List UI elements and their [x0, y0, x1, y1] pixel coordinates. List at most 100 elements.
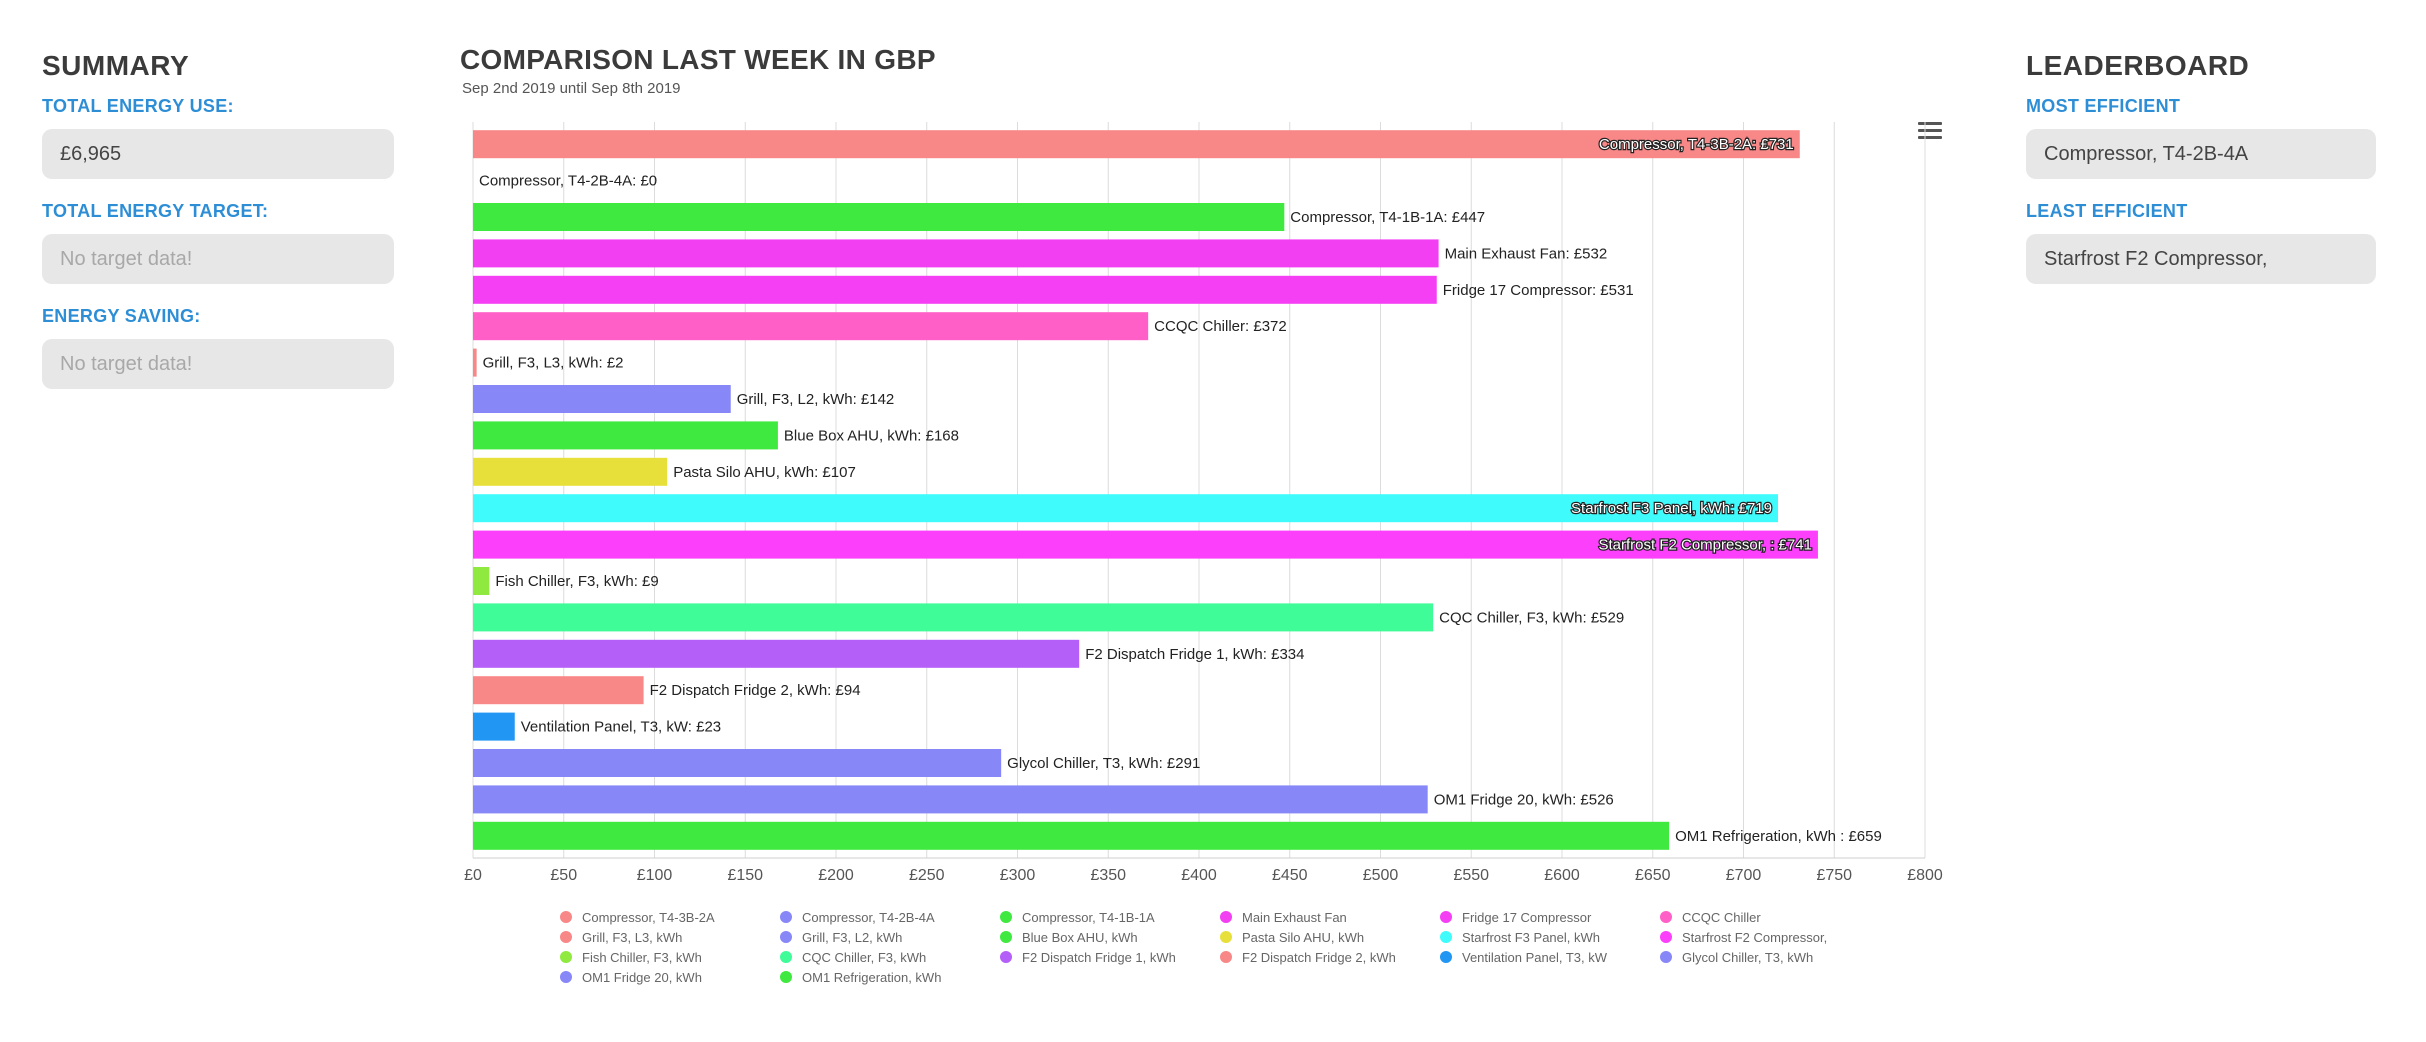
legend-item[interactable]: Glycol Chiller, T3, kWh [1660, 950, 1813, 965]
legend-item[interactable]: Starfrost F3 Panel, kWh [1440, 930, 1600, 945]
bar[interactable] [473, 821, 1670, 850]
legend-dot-icon [1440, 951, 1452, 963]
bar[interactable] [473, 785, 1428, 814]
legend-item[interactable]: Main Exhaust Fan [1220, 910, 1347, 925]
legend-item[interactable]: CQC Chiller, F3, kWh [780, 950, 926, 965]
bar[interactable] [473, 603, 1434, 632]
bar[interactable] [473, 567, 490, 595]
legend-label: OM1 Refrigeration, kWh [802, 970, 942, 985]
legend-item[interactable]: Ventilation Panel, T3, kW [1440, 950, 1607, 965]
x-tick-label: £750 [1816, 867, 1852, 884]
legend-dot-icon [780, 911, 792, 923]
bar[interactable] [473, 676, 644, 705]
bar-data-label: F2 Dispatch Fridge 1, kWh: £334 [1085, 646, 1304, 663]
legend-label: Starfrost F3 Panel, kWh [1462, 930, 1600, 945]
legend-dot-icon [1220, 931, 1232, 943]
legend-item[interactable]: Grill, F3, L3, kWh [560, 930, 682, 945]
legend-dot-icon [1000, 931, 1012, 943]
legend-item[interactable]: Starfrost F2 Compressor, [1660, 930, 1827, 945]
bar-data-label: CQC Chiller, F3, kWh: £529 [1439, 609, 1624, 626]
legend-label: Glycol Chiller, T3, kWh [1682, 950, 1814, 965]
leaderboard-title: LEADERBOARD [2026, 50, 2250, 81]
legend-item[interactable]: Compressor, T4-2B-4A [780, 910, 935, 925]
bar-data-label: Glycol Chiller, T3, kWh: £291 [1007, 755, 1200, 772]
bar[interactable] [473, 312, 1149, 341]
legend-label: Main Exhaust Fan [1242, 910, 1347, 925]
legend-dot-icon [560, 931, 572, 943]
legend-dot-icon [1000, 911, 1012, 923]
total-energy-use-value: £6,965 [42, 129, 394, 179]
bar-data-label: Compressor, T4-2B-4A: £0 [479, 173, 657, 190]
x-tick-label: £550 [1453, 867, 1489, 884]
x-tick-label: £700 [1726, 867, 1762, 884]
bar[interactable] [473, 239, 1439, 268]
legend-label: Ventilation Panel, T3, kW [1462, 950, 1608, 965]
legend-item[interactable]: OM1 Refrigeration, kWh [780, 970, 941, 985]
total-energy-target-label: TOTAL ENERGY TARGET: [42, 201, 269, 221]
bar-data-label: OM1 Fridge 20, kWh: £526 [1434, 791, 1614, 808]
bar-data-label: Starfrost F3 Panel, kWh: £719 [1571, 500, 1772, 517]
legend-item[interactable]: Fish Chiller, F3, kWh [560, 950, 702, 965]
x-tick-label: £50 [550, 867, 577, 884]
bar[interactable] [473, 130, 1800, 159]
bar[interactable] [473, 348, 477, 377]
least-efficient-value: Starfrost F2 Compressor, [2026, 234, 2376, 284]
legend-label: CCQC Chiller [1682, 910, 1761, 925]
bar-data-label: Fridge 17 Compressor: £531 [1443, 282, 1634, 299]
hamburger-menu-icon[interactable] [1918, 122, 1942, 142]
bar-data-label: Main Exhaust Fan: £532 [1445, 245, 1608, 262]
x-tick-label: £350 [1090, 867, 1126, 884]
bar-data-label: Grill, F3, L3, kWh: £2 [483, 355, 624, 372]
x-tick-label: £600 [1544, 867, 1580, 884]
legend-item[interactable]: OM1 Fridge 20, kWh [560, 970, 702, 985]
legend-item[interactable]: CCQC Chiller [1660, 910, 1761, 925]
legend-dot-icon [780, 951, 792, 963]
legend-item[interactable]: F2 Dispatch Fridge 2, kWh [1220, 950, 1396, 965]
bar[interactable] [473, 275, 1437, 304]
legend-item[interactable]: Grill, F3, L2, kWh [780, 930, 902, 945]
legend-label: Grill, F3, L3, kWh [582, 930, 683, 945]
legend-dot-icon [1660, 931, 1672, 943]
legend-dot-icon [780, 971, 792, 983]
bar[interactable] [473, 203, 1285, 231]
legend-label: OM1 Fridge 20, kWh [582, 970, 702, 985]
bar-data-label: Compressor, T4-3B-2A: £731 [1599, 136, 1794, 153]
legend-item[interactable]: Compressor, T4-3B-2A [560, 910, 715, 925]
legend-label: Fish Chiller, F3, kWh [582, 950, 702, 965]
x-tick-label: £300 [1000, 867, 1036, 884]
x-tick-label: £200 [818, 867, 854, 884]
legend-item[interactable]: Compressor, T4-1B-1A [1000, 910, 1155, 925]
legend-dot-icon [780, 931, 792, 943]
legend-item[interactable]: Blue Box AHU, kWh [1000, 930, 1138, 945]
x-tick-label: £100 [637, 867, 673, 884]
legend-label: Blue Box AHU, kWh [1022, 930, 1138, 945]
total-energy-use-label: TOTAL ENERGY USE: [42, 96, 234, 116]
chart-subtitle: Sep 2nd 2019 until Sep 8th 2019 [462, 80, 681, 97]
x-tick-label: £450 [1272, 867, 1308, 884]
bar[interactable] [473, 494, 1778, 523]
bar[interactable] [473, 530, 1818, 559]
legend-item[interactable]: Fridge 17 Compressor [1440, 910, 1591, 925]
bar-data-label: Pasta Silo AHU, kWh: £107 [673, 464, 856, 481]
bar-data-label: OM1 Refrigeration, kWh : £659 [1675, 828, 1882, 845]
bar-data-label: Ventilation Panel, T3, kW: £23 [521, 719, 721, 736]
leaderboard-panel: LEADERBOARD MOST EFFICIENT Compressor, T… [2026, 50, 2376, 306]
bar[interactable] [473, 421, 778, 450]
x-tick-label: £500 [1363, 867, 1399, 884]
most-efficient-label: MOST EFFICIENT [2026, 96, 2181, 116]
bar[interactable] [473, 749, 1002, 777]
legend-item[interactable]: Pasta Silo AHU, kWh [1220, 930, 1364, 945]
bar[interactable] [473, 639, 1080, 668]
legend-dot-icon [1440, 911, 1452, 923]
legend-label: F2 Dispatch Fridge 1, kWh [1022, 950, 1176, 965]
legend-item[interactable]: F2 Dispatch Fridge 1, kWh [1000, 950, 1176, 965]
bar[interactable] [473, 457, 668, 486]
legend-label: Starfrost F2 Compressor, [1682, 930, 1828, 945]
bar[interactable] [473, 385, 731, 413]
bar-data-label: Starfrost F2 Compressor, : £741 [1598, 537, 1811, 554]
energy-saving-value: No target data! [42, 339, 394, 389]
legend-label: Fridge 17 Compressor [1462, 910, 1592, 925]
bar[interactable] [473, 712, 515, 741]
legend-label: Compressor, T4-2B-4A [802, 910, 935, 925]
